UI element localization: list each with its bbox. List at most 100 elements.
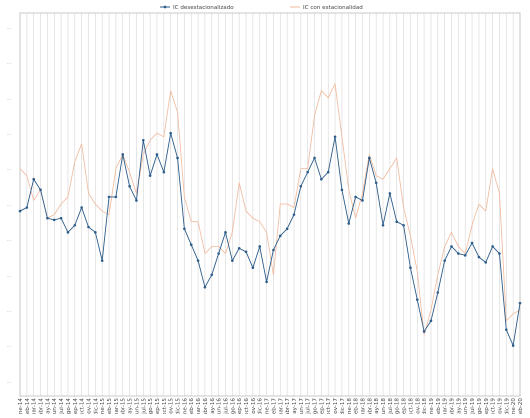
data-point bbox=[66, 231, 70, 234]
x-tick-label: nov-18 bbox=[415, 398, 421, 414]
x-tick-label: dic-15 bbox=[176, 398, 182, 414]
x-tick-label: mar-16 bbox=[196, 398, 202, 414]
data-point bbox=[162, 170, 166, 174]
y-tick-label: ... bbox=[7, 272, 11, 277]
x-tick-label: jun-15 bbox=[134, 398, 140, 414]
data-point bbox=[313, 156, 316, 160]
data-point bbox=[18, 209, 22, 213]
x-tick-label: abr-19 bbox=[450, 398, 456, 414]
data-point bbox=[326, 170, 330, 174]
legend-marker bbox=[163, 5, 167, 9]
data-point bbox=[196, 259, 200, 262]
data-point bbox=[210, 273, 214, 277]
x-tick-label: sep-14 bbox=[73, 398, 79, 414]
data-point bbox=[183, 227, 186, 231]
x-tick-label: nov-14 bbox=[86, 398, 92, 414]
x-tick-label: ago-15 bbox=[148, 398, 154, 414]
data-point bbox=[203, 285, 207, 289]
data-point bbox=[505, 328, 508, 331]
y-tick-label: ... bbox=[7, 379, 11, 384]
x-tick-label: dic-14 bbox=[93, 398, 99, 414]
data-point bbox=[429, 319, 433, 323]
data-point bbox=[176, 156, 179, 160]
data-point bbox=[217, 252, 220, 255]
x-tick-label: jun-19 bbox=[463, 398, 469, 414]
data-point bbox=[333, 135, 337, 139]
x-tick-label: abr-14 bbox=[39, 398, 45, 414]
x-tick-label: feb-17 bbox=[271, 398, 277, 414]
data-point bbox=[121, 153, 125, 156]
x-tick-labels: ene-14 feb-14 mar-14 abr-14 may-14 jun-14 jul-… bbox=[18, 398, 524, 418]
x-tick-label: jun-16 bbox=[217, 398, 223, 414]
data-point bbox=[114, 195, 118, 199]
x-tick-label: feb-19 bbox=[436, 398, 442, 414]
x-tick-label: sep-15 bbox=[155, 398, 161, 414]
data-point bbox=[244, 250, 248, 254]
x-tick-label: feb-20 bbox=[518, 398, 524, 414]
x-tick-label: feb-16 bbox=[189, 398, 195, 414]
data-point bbox=[278, 234, 282, 238]
data-point bbox=[518, 301, 522, 305]
data-point bbox=[39, 188, 42, 192]
data-point bbox=[368, 156, 371, 160]
x-tick-label: feb-15 bbox=[107, 398, 113, 414]
data-point bbox=[155, 153, 159, 156]
x-tick-label: oct-17 bbox=[326, 398, 332, 414]
data-point bbox=[463, 254, 467, 257]
data-point bbox=[402, 223, 405, 227]
plot-frame bbox=[19, 12, 521, 397]
data-point bbox=[470, 241, 474, 245]
x-tick-label: oct-14 bbox=[80, 398, 86, 414]
x-tick-label: dic-19 bbox=[504, 398, 510, 414]
x-tick-label: oct-16 bbox=[244, 398, 250, 414]
x-tick-label: abr-17 bbox=[285, 398, 291, 414]
x-tick-label: abr-15 bbox=[121, 398, 127, 414]
y-tick-labels: ................................. bbox=[7, 25, 11, 384]
y-tick-label: ... bbox=[7, 308, 11, 313]
y-tick-label: ... bbox=[7, 95, 11, 100]
x-tick-label: jul-16 bbox=[223, 398, 229, 414]
data-point bbox=[347, 222, 351, 225]
x-tick-label: abr-16 bbox=[203, 398, 209, 414]
data-point bbox=[141, 138, 145, 142]
data-point bbox=[237, 246, 241, 250]
x-tick-label: ene-18 bbox=[347, 398, 353, 414]
data-point bbox=[59, 216, 63, 220]
data-point bbox=[388, 192, 392, 195]
data-point bbox=[381, 223, 385, 227]
x-tick-label: ene-15 bbox=[100, 398, 106, 414]
data-point bbox=[169, 131, 172, 135]
data-point bbox=[443, 259, 446, 262]
data-point bbox=[477, 255, 481, 259]
y-tick-label: ... bbox=[7, 131, 11, 136]
data-point bbox=[450, 245, 453, 248]
x-tick-label: oct-19 bbox=[491, 398, 497, 414]
x-tick-label: jun-18 bbox=[381, 398, 387, 414]
x-tick-label: feb-18 bbox=[354, 398, 360, 414]
axis-layer bbox=[19, 12, 521, 397]
data-point bbox=[32, 177, 35, 181]
x-tick-label: sep-17 bbox=[319, 398, 325, 414]
x-tick-label: mar-15 bbox=[114, 398, 120, 414]
x-tick-label: jul-14 bbox=[59, 398, 65, 414]
x-tick-label: may-15 bbox=[128, 398, 134, 414]
y-tick-label: ... bbox=[7, 60, 11, 65]
data-point bbox=[409, 266, 412, 270]
x-tick-label: mar-19 bbox=[443, 398, 449, 414]
x-tick-label: feb-14 bbox=[25, 398, 31, 414]
x-tick-label: jul-19 bbox=[470, 398, 476, 414]
x-tick-label: abr-18 bbox=[367, 398, 373, 414]
data-point bbox=[422, 330, 426, 333]
data-point bbox=[340, 188, 344, 192]
data-point bbox=[511, 344, 515, 347]
x-tick-label: ago-16 bbox=[230, 398, 236, 414]
data-point bbox=[285, 227, 289, 231]
x-tick-label: ago-14 bbox=[66, 398, 72, 414]
x-tick-label: may-19 bbox=[456, 398, 462, 414]
legend-label: IC desestacionalizado bbox=[173, 5, 234, 11]
data-point bbox=[80, 206, 83, 209]
x-tick-label: may-18 bbox=[374, 398, 380, 414]
data-point bbox=[73, 223, 77, 227]
x-tick-label: jul-15 bbox=[141, 398, 147, 414]
